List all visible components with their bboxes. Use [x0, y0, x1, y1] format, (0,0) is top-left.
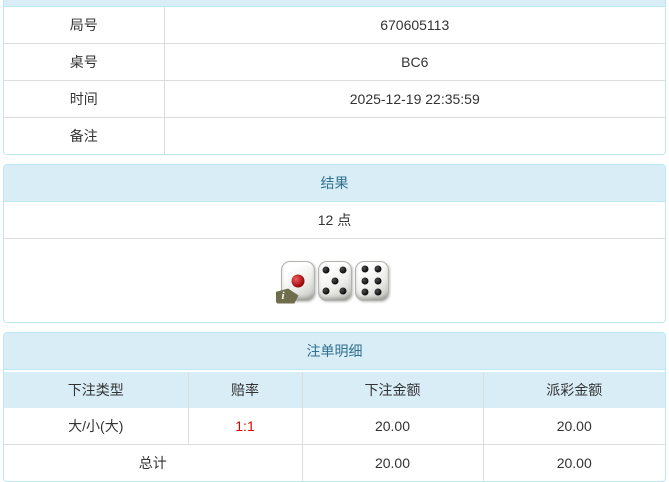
game-info-panel: 局号 670605113 桌号 BC6 时间 2025-12-19 22:35:…: [3, 0, 666, 155]
table-row: 时间 2025-12-19 22:35:59: [4, 80, 665, 118]
dice-strip: i: [4, 239, 665, 322]
bets-table: 下注类型 赔率 下注金额 派彩金额 大/小(大) 1:1 20.00 20.00…: [4, 372, 665, 481]
bet-amount-value: 20.00: [301, 408, 484, 445]
time-value: 2025-12-19 22:35:59: [163, 80, 665, 118]
table-row: 大/小(大) 1:1 20.00 20.00: [4, 408, 665, 445]
table-number-value: BC6: [163, 43, 665, 81]
die-pip: [374, 265, 382, 273]
table-row: 桌号 BC6: [4, 43, 665, 81]
die-pip: [331, 277, 338, 284]
bet-type-value: 大/小(大): [4, 408, 189, 445]
table-row: 备注: [4, 117, 665, 154]
time-label: 时间: [4, 80, 165, 118]
die-pip: [322, 266, 330, 274]
col-odds: 赔率: [187, 372, 303, 408]
die-pip: [361, 288, 369, 296]
table-header-row: 下注类型 赔率 下注金额 派彩金额: [4, 372, 665, 408]
die-1-showing-1: i: [275, 260, 315, 304]
game-number-label: 局号: [4, 7, 165, 44]
result-panel: 结果 12 点 i: [3, 164, 666, 323]
die-pip: [361, 265, 369, 273]
die-pip: [361, 277, 369, 284]
col-payout-amount: 派彩金额: [482, 372, 665, 408]
col-bet-amount: 下注金额: [301, 372, 484, 408]
result-panel-title: 结果: [4, 165, 665, 202]
die-3-showing-6: [354, 260, 389, 301]
payout-amount-value: 20.00: [482, 408, 665, 445]
game-info-table: 局号 670605113 桌号 BC6 时间 2025-12-19 22:35:…: [4, 7, 665, 154]
table-number-label: 桌号: [4, 43, 165, 81]
bets-panel-title: 注单明细: [4, 333, 665, 370]
col-bet-type: 下注类型: [4, 372, 189, 408]
bets-panel: 注单明细 下注类型 赔率 下注金额 派彩金额 大/小(大) 1:1 20.00 …: [3, 332, 666, 482]
info-badge-icon: i: [275, 288, 299, 304]
remark-value: [163, 117, 665, 154]
remark-label: 备注: [4, 117, 165, 154]
die-pip: [374, 288, 382, 296]
game-info-heading-remnant: [4, 0, 665, 7]
die-pip: [339, 266, 347, 274]
die-pip: [339, 287, 347, 295]
odds-value: 1:1: [187, 408, 303, 445]
die-pip: [291, 274, 304, 287]
result-points: 12 点: [4, 202, 665, 239]
game-number-value: 670605113: [163, 7, 665, 44]
die-pip: [374, 277, 382, 284]
die-pip: [322, 287, 330, 295]
table-row: 局号 670605113: [4, 7, 665, 44]
die-2-showing-5: [317, 260, 352, 301]
